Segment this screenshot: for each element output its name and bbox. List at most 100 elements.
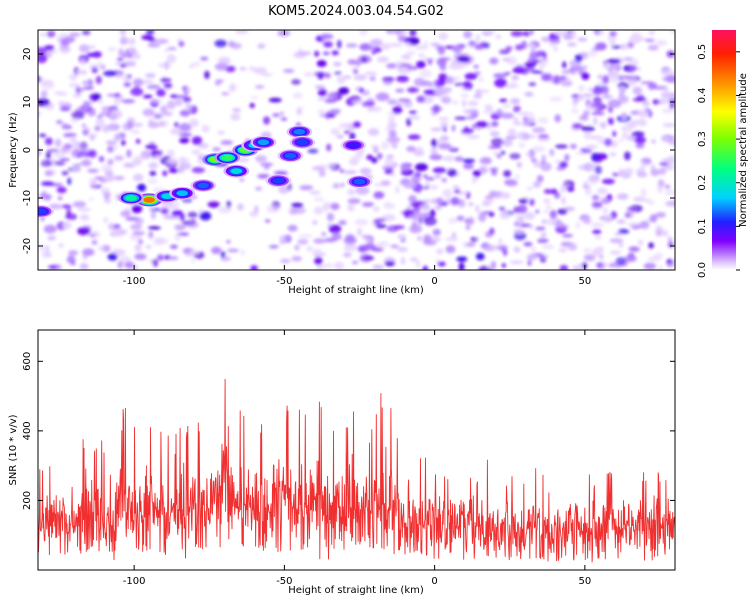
noise-blob [437, 138, 442, 145]
noise-blob [100, 164, 113, 172]
noise-blob [514, 231, 527, 241]
noise-blob [433, 87, 445, 96]
noise-blob [192, 61, 201, 67]
noise-blob [665, 200, 675, 207]
noise-blob [348, 157, 359, 166]
noise-blob [602, 214, 614, 223]
noise-blob [131, 123, 144, 127]
noise-blob [44, 137, 53, 146]
noise-blob [343, 130, 351, 134]
noise-blob [515, 214, 524, 223]
noise-blob [54, 161, 66, 166]
noise-blob [450, 197, 460, 206]
noise-blob [665, 184, 670, 189]
noise-blob [414, 163, 428, 172]
noise-blob [494, 78, 507, 88]
y-tick-label: 0 [22, 147, 33, 153]
noise-blob [117, 230, 128, 234]
noise-blob [134, 253, 147, 260]
noise-blob [549, 209, 557, 219]
noise-blob [82, 129, 89, 136]
noise-blob [277, 30, 291, 37]
noise-blob [540, 162, 552, 172]
heatmap-feature [169, 186, 196, 200]
noise-blob [652, 99, 661, 105]
noise-blob [378, 240, 390, 248]
noise-blob [303, 72, 314, 77]
noise-blob [532, 181, 542, 188]
noise-blob [627, 66, 637, 71]
colorbar-ticks: 0.0 0.1 0.2 0.3 0.4 0.5 [697, 44, 740, 278]
noise-blob [661, 137, 671, 141]
noise-blob [343, 244, 358, 252]
noise-blob [500, 151, 506, 155]
noise-blob [107, 253, 118, 261]
heatmap-feature [190, 179, 217, 192]
noise-blob [577, 263, 583, 270]
noise-blob [609, 238, 624, 243]
noise-blob [649, 214, 658, 223]
noise-blob [529, 52, 541, 59]
noise-blob [658, 265, 663, 270]
noise-blob [440, 121, 449, 129]
noise-blob [387, 122, 398, 129]
noise-blob [218, 206, 232, 214]
noise-blob [187, 221, 199, 229]
noise-blob [501, 263, 506, 268]
noise-blob [562, 61, 567, 69]
noise-blob [255, 186, 262, 191]
noise-blob [380, 141, 390, 150]
y-tick-label: 10 [22, 96, 33, 109]
noise-blob [500, 246, 506, 252]
heatmap-feature [214, 151, 241, 165]
noise-blob [617, 138, 625, 142]
noise-blob [298, 234, 313, 238]
noise-blob [239, 178, 244, 182]
noise-blob [415, 45, 428, 50]
noise-blob [385, 30, 397, 34]
noise-blob [80, 58, 86, 66]
noise-blob [473, 64, 479, 69]
noise-blob [226, 240, 231, 244]
noise-blob [475, 252, 485, 261]
noise-blob [63, 143, 73, 150]
noise-blob [518, 142, 526, 148]
noise-blob [89, 64, 100, 70]
noise-blob [132, 231, 145, 236]
noise-blob [361, 100, 375, 108]
noise-blob [465, 224, 471, 230]
noise-blob [82, 86, 95, 90]
noise-blob [148, 162, 159, 169]
noise-blob [540, 57, 549, 66]
noise-blob [400, 164, 410, 171]
noise-blob [380, 180, 391, 186]
noise-blob [513, 246, 521, 253]
noise-blob [178, 40, 185, 47]
noise-blob [62, 123, 68, 130]
noise-blob [442, 155, 456, 162]
noise-blob [371, 157, 378, 164]
noise-blob [423, 186, 430, 190]
noise-blob [326, 143, 332, 152]
noise-blob [330, 202, 340, 211]
noise-blob [644, 38, 655, 43]
noise-blob [485, 231, 493, 238]
noise-blob [583, 248, 592, 253]
noise-blob [232, 108, 241, 113]
noise-blob [149, 141, 156, 146]
noise-blob [311, 166, 325, 171]
noise-blob [462, 159, 476, 163]
noise-blob [184, 157, 190, 163]
noise-blob [417, 235, 422, 241]
noise-blob [626, 206, 637, 212]
noise-blob [293, 51, 307, 59]
colorbar-tick-label: 0.5 [697, 44, 708, 60]
noise-blob [612, 130, 617, 137]
noise-blob [353, 74, 368, 81]
noise-blob [596, 81, 606, 88]
noise-blob [386, 63, 396, 69]
noise-blob [512, 105, 521, 113]
x-tick-label: -50 [276, 576, 292, 587]
y-tick-label: -20 [22, 238, 33, 254]
noise-blob [641, 100, 650, 107]
